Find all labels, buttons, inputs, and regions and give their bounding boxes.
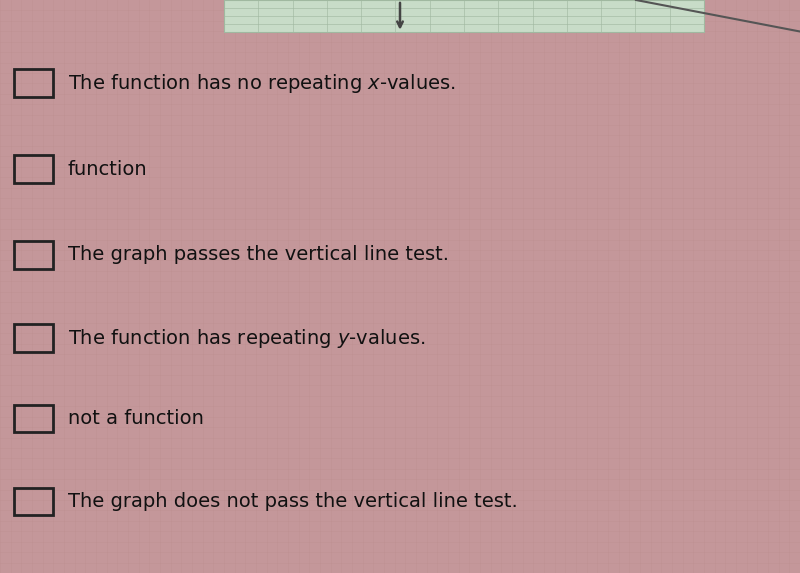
Bar (224, 0, 704, 32)
Bar (14, 324, 53, 352)
Text: The graph passes the vertical line test.: The graph passes the vertical line test. (68, 245, 449, 265)
Text: function: function (68, 159, 148, 179)
Bar (14, 405, 53, 432)
Text: The function has no repeating $x$-values.: The function has no repeating $x$-values… (68, 72, 456, 95)
Bar (14, 155, 53, 183)
Text: not a function: not a function (68, 409, 204, 428)
Text: The graph does not pass the vertical line test.: The graph does not pass the vertical lin… (68, 492, 518, 511)
Bar (14, 69, 53, 97)
Bar (14, 488, 53, 515)
Bar (14, 241, 53, 269)
Text: The function has repeating $y$-values.: The function has repeating $y$-values. (68, 327, 426, 350)
